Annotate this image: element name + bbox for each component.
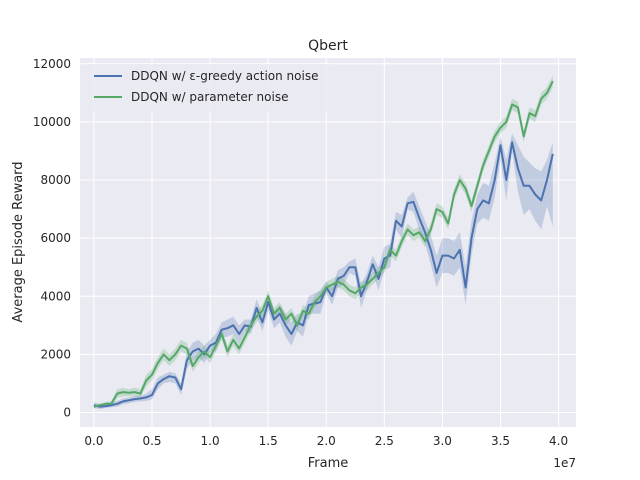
x-tick-label: 3.0 xyxy=(433,434,452,448)
band-action-noise xyxy=(93,133,553,409)
series-lines xyxy=(93,80,554,408)
confidence-bands xyxy=(93,75,553,409)
chart-title: Qbert xyxy=(308,38,348,54)
x-offset-label: 1e7 xyxy=(553,456,576,470)
x-tick-labels: 0.0 0.5 1.0 1.5 2.0 2.5 3.0 3.5 4.0 xyxy=(84,434,568,448)
legend-label-parameter-noise: DDQN w/ parameter noise xyxy=(131,90,288,104)
grid-lines xyxy=(80,58,576,427)
x-tick-label: 0.5 xyxy=(142,434,161,448)
x-tick-label: 4.0 xyxy=(549,434,568,448)
line-action-noise xyxy=(93,141,554,408)
y-tick-label: 10000 xyxy=(33,115,71,129)
line-parameter-noise xyxy=(93,80,554,408)
x-axis-label: Frame xyxy=(308,456,349,471)
y-tick-label: 2000 xyxy=(40,347,71,361)
y-tick-labels: 0 2000 4000 6000 8000 10000 12000 xyxy=(33,57,71,420)
y-axis-label: Average Episode Reward xyxy=(11,161,26,322)
x-tick-label: 1.0 xyxy=(201,434,220,448)
x-tick-label: 2.5 xyxy=(375,434,394,448)
plot-background xyxy=(80,58,576,427)
y-tick-label: 0 xyxy=(63,405,71,419)
legend-label-action-noise: DDQN w/ ε-greedy action noise xyxy=(131,69,318,83)
legend-box xyxy=(86,64,332,112)
x-tick-label: 2.0 xyxy=(317,434,336,448)
y-tick-label: 4000 xyxy=(40,289,71,303)
y-tick-label: 6000 xyxy=(40,231,71,245)
x-tick-label: 1.5 xyxy=(259,434,278,448)
legend: DDQN w/ ε-greedy action noise DDQN w/ pa… xyxy=(86,64,332,112)
x-tick-label: 0.0 xyxy=(84,434,103,448)
y-tick-label: 12000 xyxy=(33,57,71,71)
x-tick-label: 3.5 xyxy=(491,434,510,448)
y-tick-label: 8000 xyxy=(40,173,71,187)
